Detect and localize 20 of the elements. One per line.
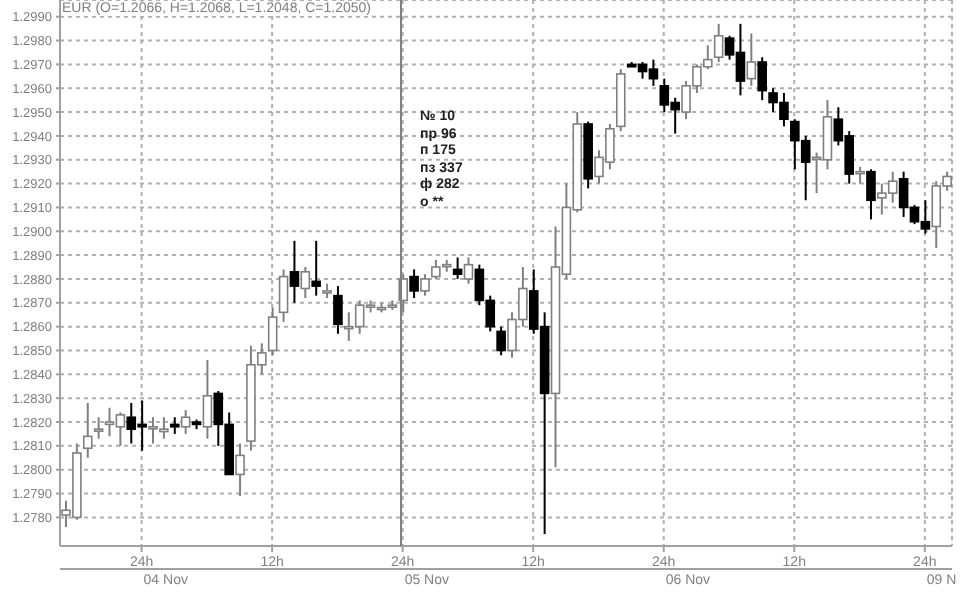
candlestick: [452, 256, 463, 280]
candlestick: [713, 22, 724, 63]
candlestick: [757, 56, 767, 102]
candlestick: [180, 409, 191, 435]
candlestick: [463, 256, 474, 285]
candlestick: [82, 401, 93, 459]
candlestick: [300, 266, 311, 300]
candlestick: [202, 359, 213, 440]
candlestick: [311, 239, 321, 297]
candlestick: [93, 416, 104, 440]
candlestick: [420, 273, 430, 297]
candlestick: [496, 325, 506, 357]
candlestick: [289, 239, 300, 304]
candlestick: [866, 168, 876, 221]
candlestick: [235, 442, 245, 497]
candlestick: [267, 306, 278, 357]
candlestick: [333, 285, 343, 335]
candlestick: [278, 268, 289, 323]
candlestick: [746, 32, 757, 87]
candlestick: [409, 268, 419, 300]
